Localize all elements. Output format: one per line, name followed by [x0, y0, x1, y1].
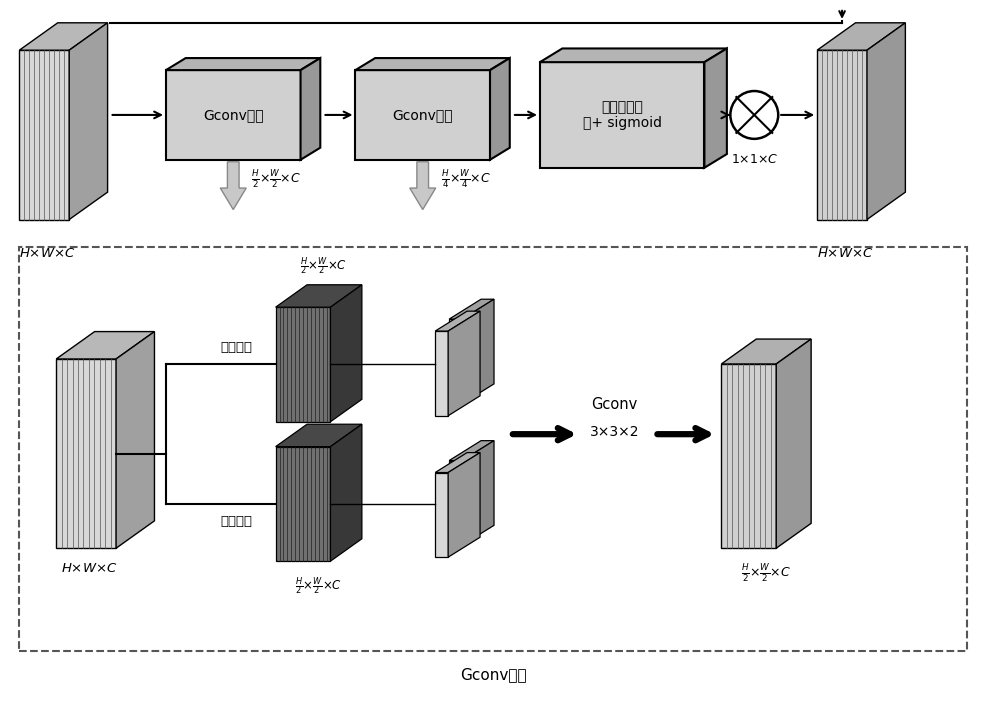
- FancyBboxPatch shape: [19, 247, 967, 650]
- Polygon shape: [867, 23, 905, 220]
- Polygon shape: [721, 364, 776, 548]
- Polygon shape: [56, 359, 116, 548]
- Polygon shape: [355, 70, 490, 160]
- Text: Gconv: Gconv: [592, 397, 638, 412]
- Polygon shape: [56, 332, 154, 359]
- Polygon shape: [540, 49, 727, 62]
- Polygon shape: [301, 58, 320, 160]
- Polygon shape: [276, 425, 362, 446]
- Polygon shape: [355, 58, 510, 70]
- Polygon shape: [435, 472, 448, 557]
- Polygon shape: [817, 23, 905, 50]
- Text: 全局平均池
化+ sigmoid: 全局平均池 化+ sigmoid: [583, 100, 662, 130]
- Polygon shape: [276, 307, 330, 422]
- Text: $1{\times}1{\times}C$: $1{\times}1{\times}C$: [731, 153, 778, 165]
- Text: 平均池化: 平均池化: [221, 515, 253, 527]
- Polygon shape: [490, 58, 510, 160]
- Polygon shape: [330, 425, 362, 561]
- Text: 3×3×2: 3×3×2: [590, 425, 639, 439]
- Polygon shape: [448, 453, 480, 557]
- Text: $H{\times}W{\times}C$: $H{\times}W{\times}C$: [19, 247, 76, 260]
- Polygon shape: [166, 70, 301, 160]
- Polygon shape: [19, 23, 108, 50]
- Polygon shape: [435, 331, 448, 416]
- Polygon shape: [69, 23, 108, 220]
- Text: $\frac{H}{2}{\times}\frac{W}{2}{\times}C$: $\frac{H}{2}{\times}\frac{W}{2}{\times}C…: [295, 575, 342, 597]
- Text: $\frac{H}{2}{\times}\frac{W}{2}{\times}C$: $\frac{H}{2}{\times}\frac{W}{2}{\times}C…: [251, 168, 301, 189]
- Polygon shape: [449, 299, 494, 319]
- Polygon shape: [276, 284, 362, 307]
- Polygon shape: [116, 332, 154, 548]
- Text: $H{\times}W{\times}C$: $H{\times}W{\times}C$: [817, 247, 874, 260]
- Polygon shape: [448, 311, 480, 416]
- Polygon shape: [166, 58, 320, 70]
- Polygon shape: [721, 339, 811, 364]
- Polygon shape: [704, 49, 727, 168]
- Polygon shape: [19, 50, 69, 220]
- Text: Gconv模块: Gconv模块: [392, 108, 453, 122]
- Circle shape: [730, 91, 778, 139]
- Text: $\frac{H}{2}{\times}\frac{W}{2}{\times}C$: $\frac{H}{2}{\times}\frac{W}{2}{\times}C…: [300, 255, 347, 277]
- Text: 最大池化: 最大池化: [221, 341, 253, 354]
- Polygon shape: [435, 311, 480, 331]
- Polygon shape: [462, 441, 494, 545]
- Text: $\frac{H}{2}{\times}\frac{W}{2}{\times}C$: $\frac{H}{2}{\times}\frac{W}{2}{\times}C…: [741, 562, 791, 584]
- Polygon shape: [220, 162, 246, 210]
- Polygon shape: [462, 299, 494, 404]
- Polygon shape: [410, 162, 436, 210]
- Polygon shape: [449, 441, 494, 460]
- Text: $\frac{H}{4}{\times}\frac{W}{4}{\times}C$: $\frac{H}{4}{\times}\frac{W}{4}{\times}C…: [441, 168, 491, 189]
- Polygon shape: [330, 284, 362, 422]
- Polygon shape: [435, 453, 480, 472]
- Text: $H{\times}W{\times}C$: $H{\times}W{\times}C$: [61, 562, 118, 575]
- Polygon shape: [449, 319, 462, 404]
- Polygon shape: [776, 339, 811, 548]
- Text: Gconv模块: Gconv模块: [460, 667, 526, 682]
- Polygon shape: [817, 50, 867, 220]
- Polygon shape: [276, 446, 330, 561]
- Polygon shape: [540, 62, 704, 168]
- Text: Gconv模块: Gconv模块: [203, 108, 264, 122]
- Polygon shape: [449, 460, 462, 545]
